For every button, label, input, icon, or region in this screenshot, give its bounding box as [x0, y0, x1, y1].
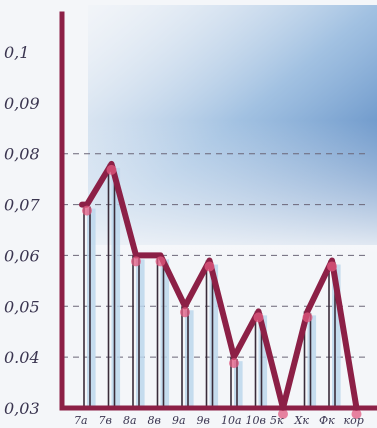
data-point [82, 205, 92, 216]
data-point [229, 358, 239, 369]
bar-fill [185, 310, 194, 408]
data-point [327, 261, 337, 272]
x-tick-label: Хк [294, 414, 310, 427]
x-axis-ticks: 7а 7в 8а 8в 9а 9в 10а 10в 5к Хк Фк кор [74, 414, 364, 427]
x-tick-label: 8а [123, 414, 137, 427]
x-tick-label: 10а [221, 414, 242, 427]
bar-fill [234, 361, 243, 408]
bar-fill [258, 315, 268, 408]
data-point [204, 261, 215, 272]
bar-layer [83, 163, 361, 410]
y-tick-label: 0,03 [4, 399, 40, 418]
bar-fill [160, 259, 170, 408]
series-line [79, 160, 360, 411]
y-tick-label: 0.04 [4, 348, 40, 367]
y-tick-label: 0,1 [4, 43, 29, 62]
data-point [253, 312, 264, 323]
bar-fill [332, 264, 341, 408]
bar-fill [111, 167, 121, 408]
bar-fill [209, 264, 219, 408]
line-layer [79, 160, 362, 419]
y-tick-label: 0,09 [4, 94, 40, 113]
data-point [106, 164, 117, 175]
data-point [155, 256, 166, 267]
y-axis-ticks: 0,1 0,09 0,08 0,07 0,06 0,05 0.04 0,03 [4, 43, 40, 418]
data-point [131, 256, 141, 267]
x-tick-label: 8в [148, 414, 161, 427]
x-tick-label: кор [344, 414, 364, 427]
data-point [302, 312, 313, 323]
x-tick-label: 5к [270, 414, 284, 427]
y-tick-label: 0,06 [4, 246, 40, 265]
x-tick-label: Фк [319, 414, 335, 427]
y-tick-label: 0,08 [4, 145, 40, 164]
sky-fade [88, 120, 377, 260]
x-tick-label: 10в [246, 414, 266, 427]
bar-fill [87, 208, 96, 408]
x-tick-label: 7а [74, 414, 88, 427]
y-tick-label: 0,07 [4, 196, 40, 215]
x-tick-label: 9в [197, 414, 210, 427]
bar-fill [307, 315, 317, 408]
y-tick-label: 0,05 [4, 297, 40, 316]
data-point [180, 307, 190, 318]
bar-fill [136, 259, 145, 408]
data-point [351, 409, 362, 419]
data-point [278, 409, 288, 419]
x-tick-label: 9а [172, 414, 186, 427]
x-tick-label: 7в [99, 414, 112, 427]
